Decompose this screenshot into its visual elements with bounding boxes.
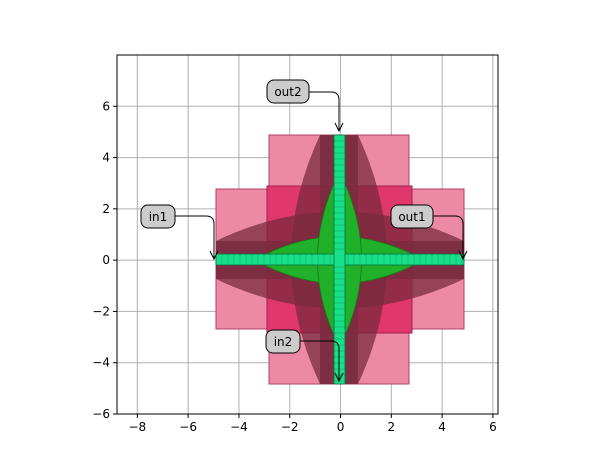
x-tick-label: 6 — [489, 420, 497, 434]
port-in1-arrowhead — [209, 250, 219, 261]
port-in2-arrowhead — [334, 372, 344, 383]
device-geometry — [215, 134, 465, 385]
x-tick-label: 2 — [387, 420, 395, 434]
port-in1-label: in1 — [149, 210, 168, 224]
port-out2-label: out2 — [274, 85, 301, 99]
x-tick-label: −4 — [230, 420, 248, 434]
x-tick-label: −6 — [179, 420, 197, 434]
port-in1-label-box — [140, 204, 176, 229]
port-in2-label: in2 — [274, 335, 293, 349]
port-out1-arrow — [433, 215, 464, 258]
y-tick-label: −2 — [92, 304, 110, 318]
axis-ticks: −8 −6 −4 −2 0 2 4 6 −6 −4 −2 0 2 4 6 — [92, 99, 496, 434]
y-tick-label: 4 — [102, 151, 110, 165]
port-out1-label-box — [390, 204, 434, 229]
waveguide-hatching — [221, 140, 463, 382]
port-out2-label-box — [266, 79, 310, 104]
port-in2-arrow — [300, 340, 340, 380]
y-tick-label: 6 — [102, 99, 110, 113]
y-tick-label: 2 — [102, 202, 110, 216]
port-out2-arrow — [309, 91, 340, 130]
y-tick-label: −4 — [92, 356, 110, 370]
port-in2: in2 — [265, 329, 344, 383]
plot-frame — [116, 54, 499, 415]
x-tick-label: −8 — [128, 420, 146, 434]
x-tick-label: 4 — [438, 420, 446, 434]
port-out2: out2 — [266, 79, 344, 133]
y-tick-label: −6 — [92, 407, 110, 421]
port-out1: out1 — [390, 204, 468, 261]
port-in1-arrow — [175, 215, 215, 258]
port-in1: in1 — [140, 204, 219, 261]
port-out2-arrowhead — [334, 122, 344, 133]
port-in2-label-box — [265, 329, 301, 354]
waveguide-vertical — [333, 134, 346, 385]
port-out1-arrowhead — [458, 250, 468, 261]
x-tick-label: −2 — [281, 420, 299, 434]
x-tick-label: 0 — [337, 420, 345, 434]
y-tick-label: 0 — [102, 253, 110, 267]
port-out1-label: out1 — [398, 210, 425, 224]
